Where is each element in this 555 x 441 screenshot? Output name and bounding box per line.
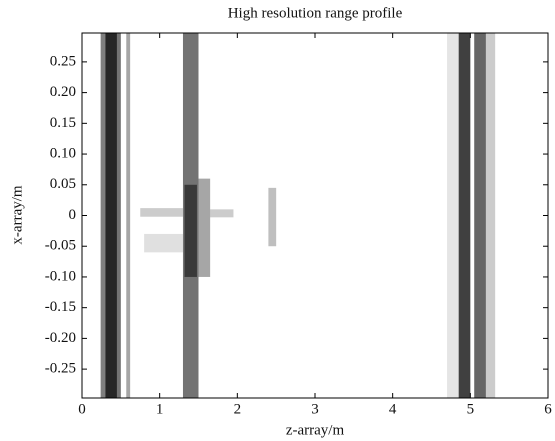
x-tick-label: 2 [234, 401, 242, 417]
y-tick-label: -0.15 [45, 299, 76, 315]
intensity-band [447, 33, 459, 398]
intensity-band [100, 33, 106, 398]
x-tick-label: 5 [467, 401, 475, 417]
intensity-band [198, 178, 211, 277]
y-tick-label: 0.25 [50, 53, 76, 69]
x-tick-label: 0 [78, 401, 86, 417]
y-tick-label: 0.15 [50, 115, 76, 131]
y-tick-label: -0.25 [45, 361, 76, 377]
plot-area [100, 33, 496, 398]
chart-title: High resolution range profile [228, 5, 403, 21]
y-tick-label: -0.10 [45, 268, 76, 284]
intensity-band [458, 33, 471, 398]
intensity-band [126, 33, 131, 398]
y-tick-label: 0.20 [50, 84, 76, 100]
x-tick-label: 6 [544, 401, 552, 417]
intensity-band [268, 187, 277, 247]
y-axis-label: x-array/m [9, 185, 25, 244]
y-tick-label: -0.20 [45, 330, 76, 346]
y-tick-label: 0.10 [50, 145, 76, 161]
y-tick-label: 0 [69, 207, 77, 223]
intensity-band [184, 184, 197, 277]
y-tick-label: 0.05 [50, 176, 76, 192]
intensity-band [140, 208, 183, 217]
intensity-band [210, 209, 234, 218]
intensity-band [485, 33, 496, 398]
x-tick-label: 3 [311, 401, 319, 417]
intensity-band [116, 33, 121, 398]
intensity-band [144, 233, 183, 253]
intensity-band [474, 33, 486, 398]
x-tick-label: 1 [156, 401, 164, 417]
y-tick-label: -0.05 [45, 238, 76, 254]
intensity-band [105, 33, 117, 398]
x-tick-label: 4 [389, 401, 397, 417]
x-axis-label: z-array/m [286, 422, 345, 438]
